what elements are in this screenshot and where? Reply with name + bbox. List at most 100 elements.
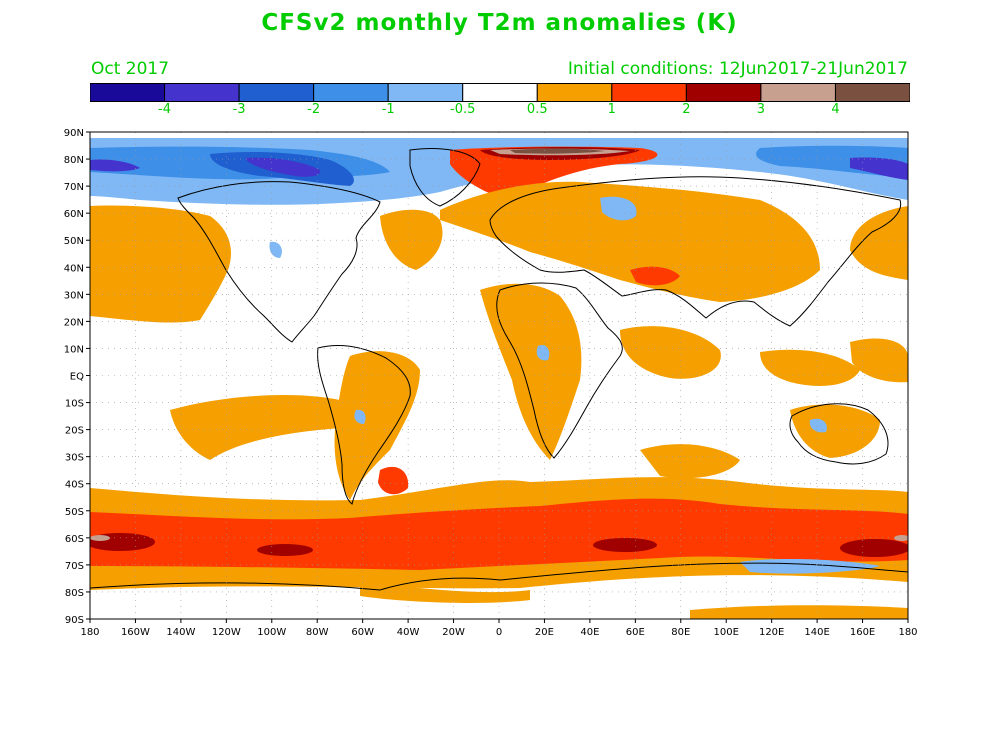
- africa-warm: [480, 283, 582, 460]
- south-america-warm: [334, 351, 420, 500]
- longitude-label: 120W: [212, 627, 241, 638]
- latitude-label: 90S: [65, 615, 84, 626]
- siberian-cold-core: [850, 157, 908, 180]
- latitude-label: 10N: [64, 344, 84, 355]
- southern-ocean-hotspot-east: [840, 539, 908, 557]
- latitude-label: 50N: [64, 236, 84, 247]
- colorbar-box: [462, 83, 538, 102]
- latitude-label: 60S: [65, 534, 84, 545]
- latitude-label: 10S: [65, 399, 84, 410]
- arctic-warm-atlantic: [450, 146, 658, 200]
- southern-ocean-max: [90, 535, 110, 541]
- longitude-label: 140E: [804, 627, 829, 638]
- north-atlantic-warm: [380, 209, 443, 270]
- colorbar-box: [238, 83, 315, 102]
- colorbar-box: [611, 83, 687, 102]
- colorbar-box: [313, 83, 389, 102]
- colorbar-label: -2: [307, 102, 321, 117]
- bering-cold-core: [90, 159, 140, 172]
- longitude-label: 20E: [535, 627, 554, 638]
- south-atlantic-hot: [378, 466, 409, 495]
- longitude-label: 40W: [397, 627, 420, 638]
- map-panel: 90N 80N 70N 60N 50N 40N 30N 20N 10N EQ 10S 20S 30S 40…: [60, 120, 930, 644]
- colorbar: [90, 83, 910, 102]
- colorbar-box: [90, 83, 166, 102]
- colorbar-label: 4: [831, 102, 840, 117]
- latitude-label: 20S: [65, 426, 84, 437]
- latitude-labels: 90N 80N 70N 60N 50N 40N 30N 20N 10N EQ 10S 20S 30S 40…: [64, 128, 84, 626]
- southern-ocean-hotspot-indian: [593, 538, 657, 552]
- latitude-label: 90N: [64, 128, 84, 139]
- colorbar-box: [536, 83, 613, 102]
- colorbar-label: 3: [756, 102, 766, 117]
- indian-ocean-warm: [620, 326, 721, 379]
- latitude-label: 40S: [65, 480, 84, 491]
- longitude-label: 160W: [121, 627, 150, 638]
- latitude-label: 80N: [64, 155, 84, 166]
- greenland-coast: [409, 148, 481, 207]
- colorbar-box: [387, 83, 464, 102]
- north-america-cold-spot: [269, 241, 282, 258]
- antarctic-cold-patch: [740, 559, 880, 574]
- coastlines: [90, 148, 908, 591]
- map-gridlines: [86, 131, 909, 623]
- colorbar-box: [685, 83, 762, 102]
- latitude-label: 40N: [64, 263, 84, 274]
- colorbar-label: 2: [682, 102, 691, 117]
- longitude-label: 120E: [759, 627, 784, 638]
- colorbar-label: -4: [158, 102, 172, 117]
- colorbar-box: [164, 83, 240, 102]
- north-america-coast: [177, 181, 381, 343]
- australia-cold-spot: [809, 418, 827, 433]
- south-pole-warm-band: [690, 605, 908, 619]
- longitude-labels: 180 160W 140W 120W 100W 80W 60W 40W 20W 0 20E 40E 60…: [80, 627, 917, 638]
- maritime-continent-warm: [760, 349, 860, 386]
- initial-conditions: Initial conditions: 12Jun2017-21Jun2017: [567, 59, 908, 79]
- colorbar-label: 1: [607, 102, 616, 117]
- colorbar-box: [834, 83, 910, 102]
- antarctica-coast: [90, 562, 908, 591]
- longitude-label: 80W: [306, 627, 329, 638]
- eurasia-coast: [489, 176, 902, 327]
- eurasia-cold-patch: [600, 196, 637, 221]
- eurasia-warm: [440, 181, 820, 302]
- colorbar-box: [760, 83, 836, 102]
- southern-indian-warm: [640, 444, 740, 479]
- longitude-label: 60E: [626, 627, 645, 638]
- middle-east-hot: [630, 266, 680, 286]
- australia-warm: [790, 404, 880, 458]
- map-frame: [89, 131, 909, 620]
- antarctic-warm-fringe: [360, 582, 530, 603]
- arctic-extreme: [510, 148, 605, 154]
- longitude-label: 80E: [671, 627, 690, 638]
- longitude-label: 160E: [850, 627, 875, 638]
- colorbar-label: 0.5: [526, 102, 548, 117]
- anomaly-map: 90N 80N 70N 60N 50N 40N 30N 20N 10N EQ 10S 20S 30S 40…: [64, 128, 918, 638]
- south-america-coast: [317, 345, 411, 505]
- australia-coast: [789, 403, 889, 465]
- colorbar-labels: -4 -3 -2 -1 -0.5 0.5 1 2 3 4: [90, 102, 910, 120]
- valid-month: Oct 2017: [91, 59, 170, 79]
- map-title: CFSv2 monthly T2m anomalies (K): [261, 10, 738, 36]
- africa-coast: [496, 282, 623, 459]
- latitude-label: 30S: [65, 453, 84, 464]
- latitude-label: 20N: [64, 317, 84, 328]
- eastern-pacific-warm-tongue: [170, 395, 355, 460]
- latitude-label: 80S: [65, 588, 84, 599]
- longitude-label: 100E: [714, 627, 739, 638]
- latitude-label: 70S: [65, 561, 84, 572]
- longitude-label: 40E: [580, 627, 599, 638]
- southern-ocean-max-east: [894, 535, 908, 541]
- longitude-label: 140W: [166, 627, 195, 638]
- colorbar-label: -1: [381, 102, 395, 117]
- east-pacific-warm: [850, 206, 908, 280]
- latitude-label: 70N: [64, 182, 84, 193]
- latitude-label: EQ: [70, 372, 84, 383]
- longitude-label: 180: [898, 627, 917, 638]
- colorbar-label: -0.5: [450, 102, 476, 117]
- longitude-label: 60W: [351, 627, 374, 638]
- longitude-label: 180: [80, 627, 99, 638]
- anomaly-fields: [90, 138, 908, 619]
- latitude-label: 50S: [65, 507, 84, 518]
- latitude-label: 30N: [64, 290, 84, 301]
